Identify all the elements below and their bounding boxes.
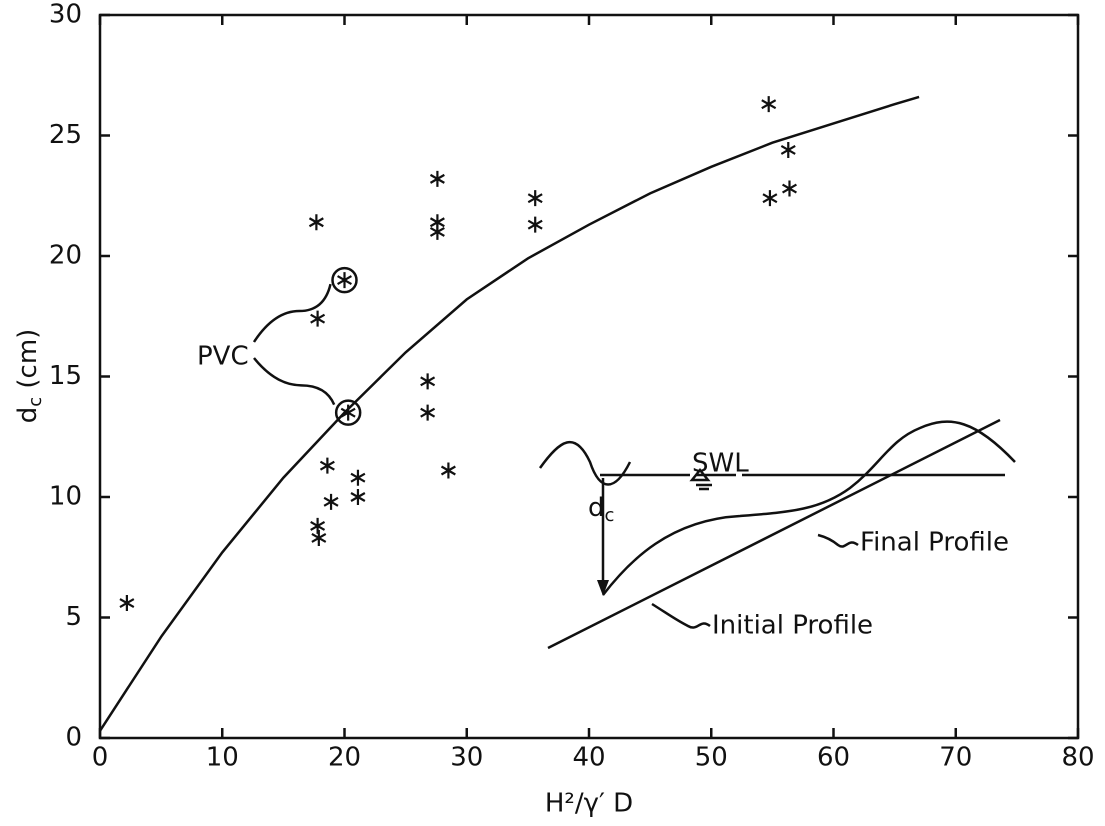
- swl-symbol: [689, 467, 712, 491]
- data-point: [337, 272, 352, 289]
- wave: [538, 440, 632, 486]
- x-tick-label: 70: [939, 743, 972, 773]
- x-tick-label: 30: [450, 743, 483, 773]
- data-point: [761, 96, 777, 113]
- data-point: [420, 373, 436, 390]
- data-point: [340, 404, 356, 421]
- x-tick-label: 80: [1061, 743, 1094, 773]
- data-point: [429, 223, 445, 240]
- data-point: [310, 517, 326, 534]
- data-point: [350, 489, 366, 505]
- inset-diagram: SWL dc Final Profile Initial Profile: [538, 418, 1016, 650]
- data-point: [350, 469, 366, 486]
- y-tick-label: 25: [49, 120, 82, 150]
- swl-label: SWL: [692, 449, 749, 479]
- annotation-label: PVC: [197, 342, 249, 372]
- fit-curve: [98, 95, 920, 732]
- data-point: [762, 190, 778, 207]
- data-point: [319, 457, 335, 474]
- y-tick-label: 30: [49, 0, 82, 30]
- initial-profile-line: [547, 418, 1001, 650]
- data-point: [308, 214, 324, 231]
- data-point: [323, 493, 339, 510]
- dc-label: dc: [588, 493, 614, 527]
- y-tick-label: 20: [49, 241, 82, 271]
- x-tick-label: 20: [328, 743, 361, 773]
- annotation-arrow: [253, 357, 336, 406]
- dc-arrow-head: [597, 580, 609, 596]
- x-axis-label: H²/γ′ D: [545, 789, 633, 819]
- data-point: [780, 141, 796, 158]
- y-tick-label: 10: [49, 482, 82, 512]
- initial-pointer: [651, 602, 711, 629]
- y-axis-label: dc (cm): [13, 329, 47, 424]
- x-tick-label: 0: [92, 743, 109, 773]
- data-point: [429, 170, 445, 187]
- data-point: [782, 180, 797, 197]
- x-tick-label: 60: [817, 743, 850, 773]
- data-point: [527, 190, 543, 207]
- x-tick-label: 50: [695, 743, 728, 773]
- final-pointer: [817, 533, 859, 548]
- data-point: [119, 595, 135, 612]
- y-tick-label: 15: [49, 361, 82, 391]
- plot-frame: [98, 13, 1080, 740]
- pvc-circle: [331, 266, 358, 294]
- pvc-circle: [334, 399, 362, 426]
- x-tick-label: 10: [206, 743, 239, 773]
- data-point: [440, 462, 456, 479]
- x-tick-label: 40: [572, 743, 605, 773]
- initial-profile-label: Initial Profile: [712, 611, 873, 641]
- data-point: [310, 310, 326, 327]
- y-tick-label: 0: [65, 723, 82, 753]
- y-tick-label: 5: [65, 602, 82, 632]
- final-profile-curve: [602, 420, 1016, 596]
- final-profile-label: Final Profile: [860, 528, 1009, 558]
- data-point: [527, 216, 543, 233]
- data-point: [311, 529, 327, 546]
- annotation-arrow: [252, 283, 332, 343]
- data-point: [420, 404, 436, 421]
